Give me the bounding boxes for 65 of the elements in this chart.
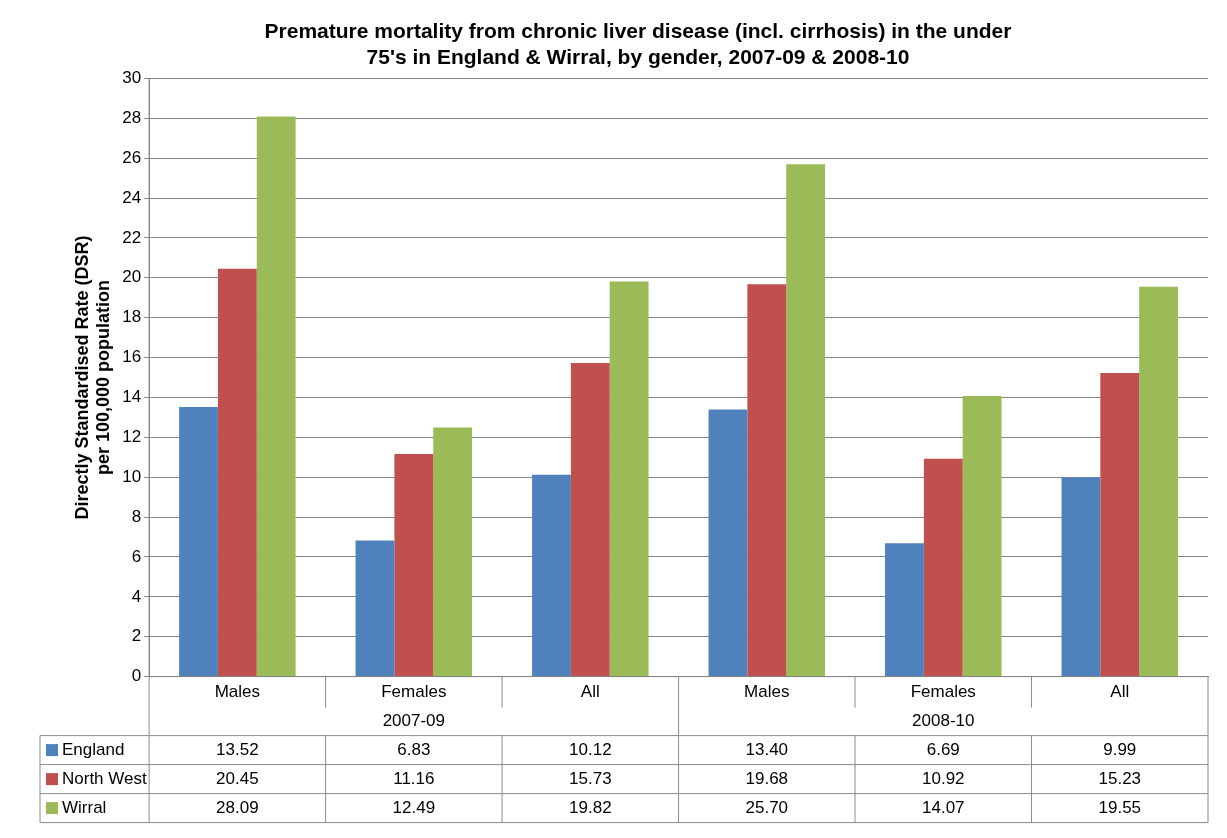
- y-tick-label: 6: [131, 546, 142, 566]
- y-tick-label: 12: [122, 427, 142, 447]
- bar: [1100, 372, 1140, 677]
- data-label: 9.99: [1103, 739, 1137, 759]
- data-label: 11.16: [393, 768, 435, 788]
- y-tick-label: 20: [122, 267, 142, 287]
- data-label: 20.45: [216, 768, 259, 788]
- bar: [179, 407, 218, 677]
- legend-label: England: [62, 739, 125, 759]
- bar: [708, 409, 748, 677]
- data-label: 13.52: [216, 739, 259, 759]
- data-label: 12.49: [392, 797, 436, 817]
- y-tick-label: 26: [122, 147, 142, 167]
- y-tick-label: 4: [131, 586, 142, 606]
- text: 2008-10: [912, 711, 975, 731]
- bar: [786, 164, 826, 677]
- data-label: 25.70: [745, 797, 789, 817]
- y-tick-label: 0: [131, 666, 142, 686]
- data-label: 19.55: [1098, 797, 1142, 817]
- bar: [609, 281, 649, 677]
- y-tick-label: 22: [122, 227, 142, 247]
- bar: [532, 474, 571, 677]
- data-label: 10.92: [922, 768, 965, 788]
- bar: [923, 458, 963, 677]
- bar: [256, 116, 296, 677]
- data-label: 15.23: [1098, 768, 1142, 788]
- legend-label: North West: [62, 768, 147, 788]
- y-tick-label: 8: [131, 506, 142, 526]
- x-tick-label: Females: [910, 682, 976, 702]
- y-tick-label: 24: [122, 187, 142, 207]
- data-label: 19.82: [569, 797, 612, 817]
- data-label: 15.73: [569, 768, 612, 788]
- data-label: 10.12: [569, 739, 612, 759]
- data-label: 6.69: [926, 739, 960, 759]
- y-tick-label: 30: [122, 68, 142, 88]
- chart-title: Premature mortality from chronic liver disease (incl. cirrhosis) in the under 75's in England & Wirral, by gender, 2007-09 & 2008-10: [264, 19, 1012, 68]
- text: 2007-09: [382, 711, 446, 731]
- y-tick-label: 2: [131, 626, 142, 646]
- data-label: 19.68: [745, 768, 789, 788]
- y-tick-label: 18: [122, 307, 142, 327]
- y-tick-label: 10: [122, 466, 142, 486]
- y-tick-label: 16: [122, 347, 142, 367]
- data-label: 6.83: [397, 739, 431, 759]
- legend-label: Wirral: [62, 797, 107, 817]
- y-axis-title: Directly Standardised Rate (DSR) per 100,000 population: [71, 235, 114, 520]
- x-tick-label: Males: [744, 682, 790, 702]
- data-label: 13.40: [745, 739, 789, 759]
- x-tick-label: All: [1110, 682, 1130, 702]
- x-tick-label: All: [580, 682, 600, 702]
- y-tick-label: 14: [122, 387, 142, 407]
- bar: [747, 284, 787, 677]
- bar: [433, 427, 473, 677]
- x-tick-label: Males: [214, 682, 261, 702]
- x-tick-label: Females: [381, 682, 447, 702]
- bar: [1139, 286, 1178, 677]
- data-label: 28.09: [216, 797, 259, 817]
- bar: [217, 268, 257, 677]
- bar: [885, 543, 924, 677]
- bar: [570, 362, 610, 677]
- data-label: 14.07: [922, 797, 965, 817]
- bar: [1061, 477, 1101, 677]
- bar: [394, 454, 434, 677]
- y-tick-label: 28: [122, 107, 142, 127]
- bar: [355, 540, 395, 677]
- bar: [962, 396, 1002, 677]
